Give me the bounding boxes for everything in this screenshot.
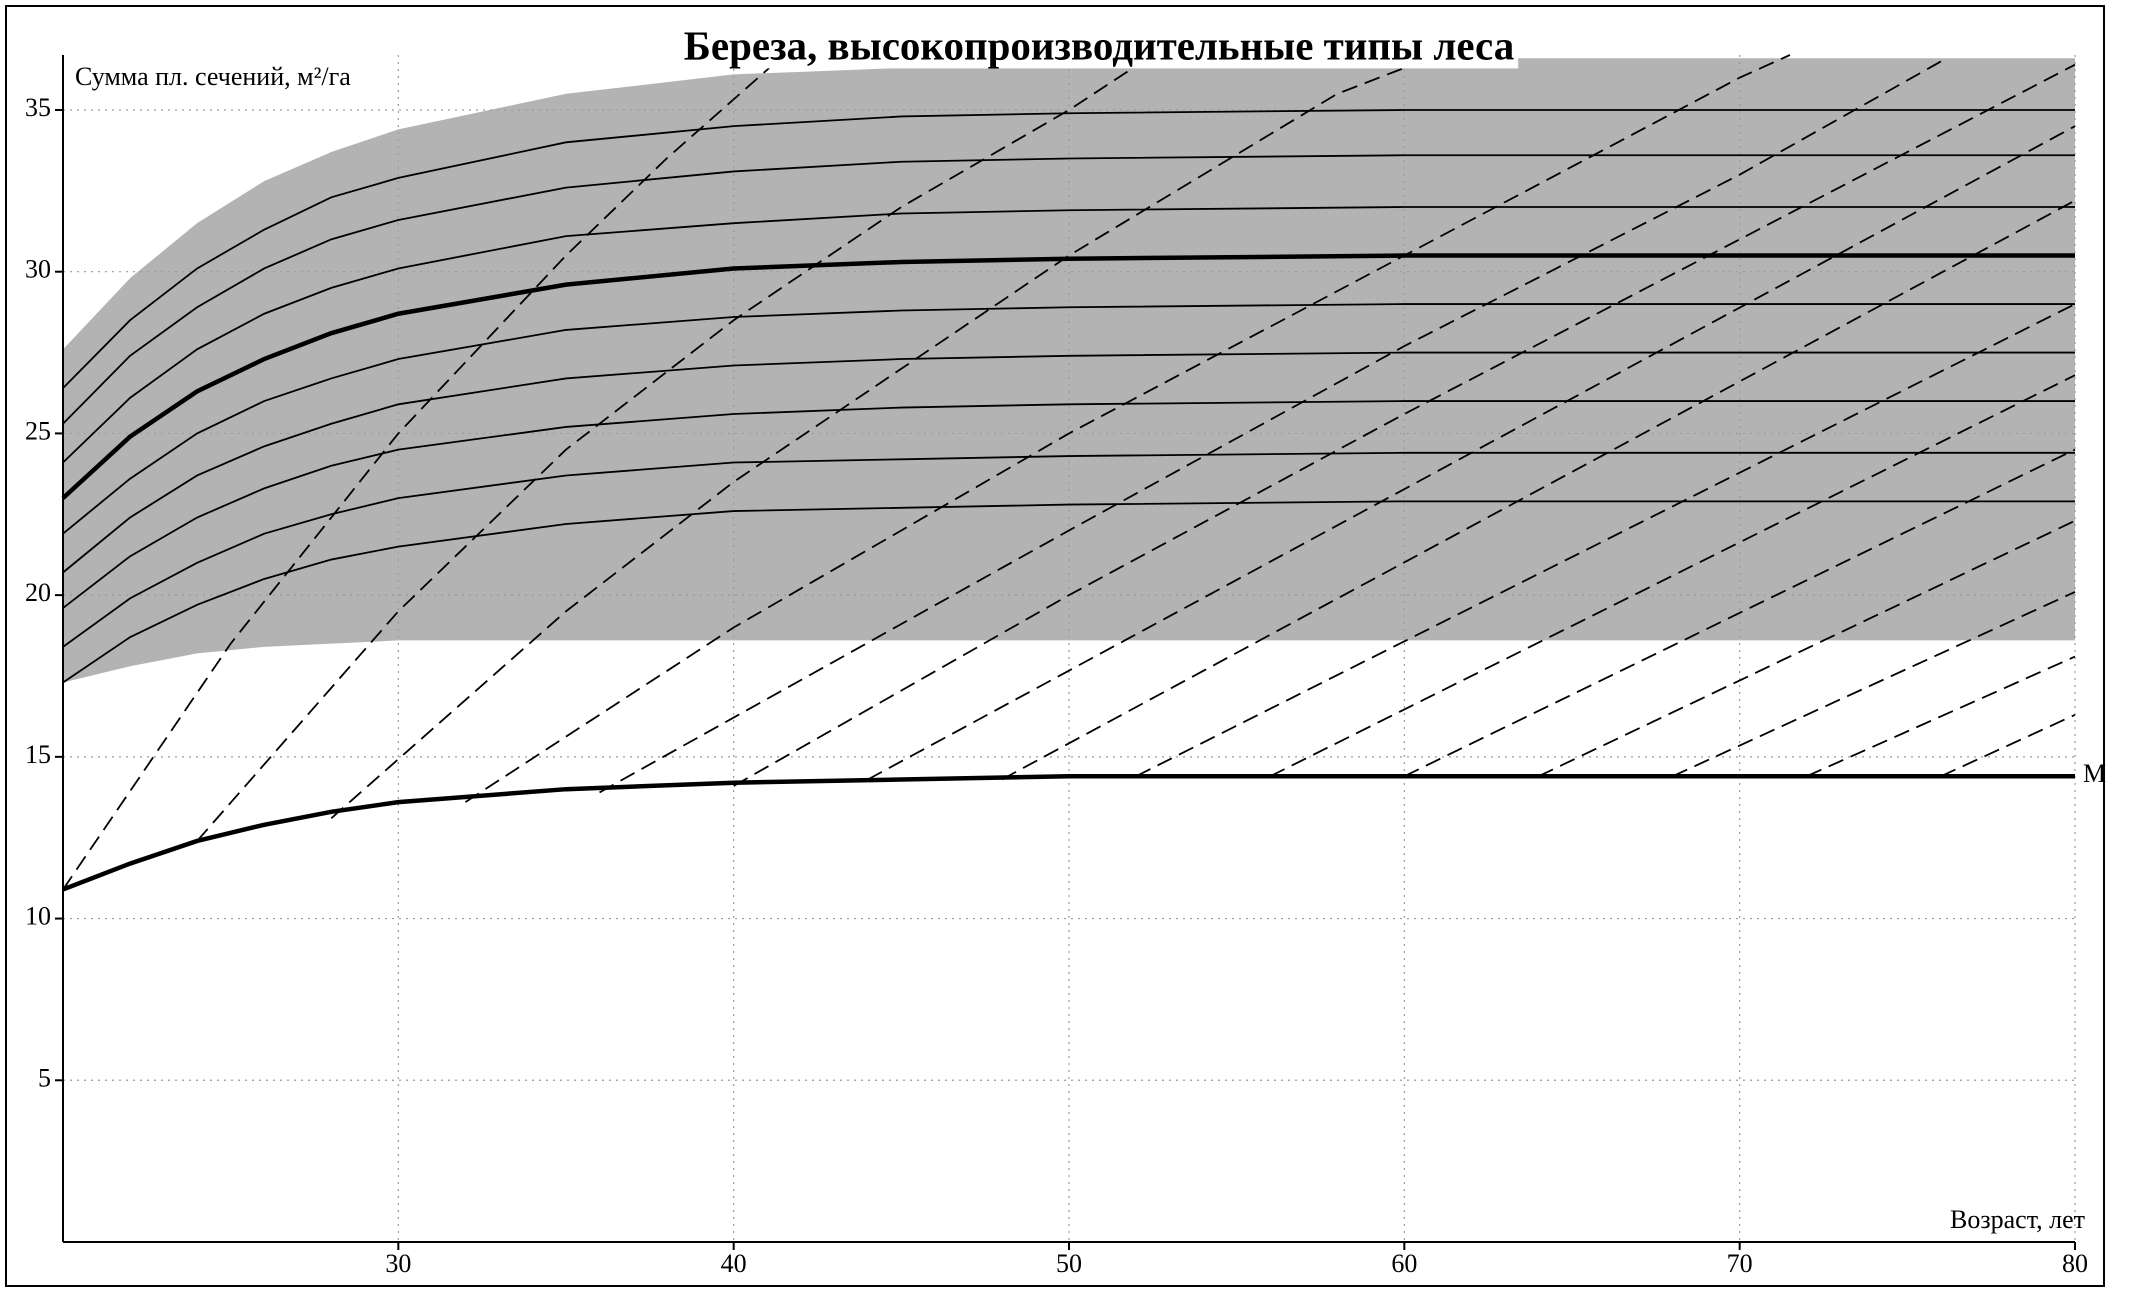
y-tick-label: 15 bbox=[25, 740, 51, 769]
dashed-line bbox=[464, 54, 1791, 803]
y-tick-label: 5 bbox=[38, 1063, 51, 1092]
chart-title: Береза, высокопроизводительные типы леса bbox=[684, 22, 1514, 68]
x-tick-label: 30 bbox=[385, 1249, 411, 1278]
x-axis-label: Возраст, лет bbox=[1950, 1205, 2085, 1234]
x-tick-label: 60 bbox=[1391, 1249, 1417, 1278]
dashed-line bbox=[1269, 374, 2076, 778]
dashed-line bbox=[867, 125, 2076, 781]
dashed-line bbox=[1135, 303, 2076, 778]
curve bbox=[62, 109, 2075, 389]
dashed-line bbox=[196, 54, 1154, 842]
y-tick-label: 20 bbox=[25, 578, 51, 607]
x-tick-label: 40 bbox=[721, 1249, 747, 1278]
dashed-line bbox=[1806, 655, 2076, 778]
y-tick-label: 25 bbox=[25, 416, 51, 445]
dashed-line bbox=[1001, 199, 2076, 781]
y-tick-label: 10 bbox=[25, 902, 51, 931]
dashed-line bbox=[1672, 591, 2076, 778]
curve bbox=[62, 451, 2075, 648]
y-axis-label: Сумма пл. сечений, м²/га bbox=[75, 62, 351, 91]
dashed-line bbox=[1940, 713, 2076, 778]
dashed-line bbox=[1403, 448, 2076, 778]
x-tick-label: 80 bbox=[2062, 1249, 2088, 1278]
curve bbox=[62, 351, 2075, 574]
y-tick-label: 35 bbox=[25, 93, 51, 122]
curve bbox=[62, 303, 2075, 535]
curve bbox=[62, 206, 2075, 464]
x-tick-label: 50 bbox=[1056, 1249, 1082, 1278]
dashed-line bbox=[599, 60, 1942, 794]
plot: 30 40 50 60 70 80 5 10 15 20 25 30 35 М Сумма пл. сече… bbox=[25, 22, 2106, 1278]
title-background bbox=[679, 22, 1519, 69]
x-tick-label: 70 bbox=[1727, 1249, 1753, 1278]
dashed-line bbox=[1538, 519, 2076, 778]
curve-label: М bbox=[2083, 759, 2106, 788]
curve bbox=[62, 774, 2075, 892]
dashed-line bbox=[62, 54, 785, 890]
y-tick-label: 30 bbox=[25, 255, 51, 284]
curve bbox=[62, 500, 2075, 684]
dashed-line bbox=[330, 54, 1439, 819]
curve bbox=[62, 400, 2075, 609]
curve bbox=[62, 154, 2075, 425]
